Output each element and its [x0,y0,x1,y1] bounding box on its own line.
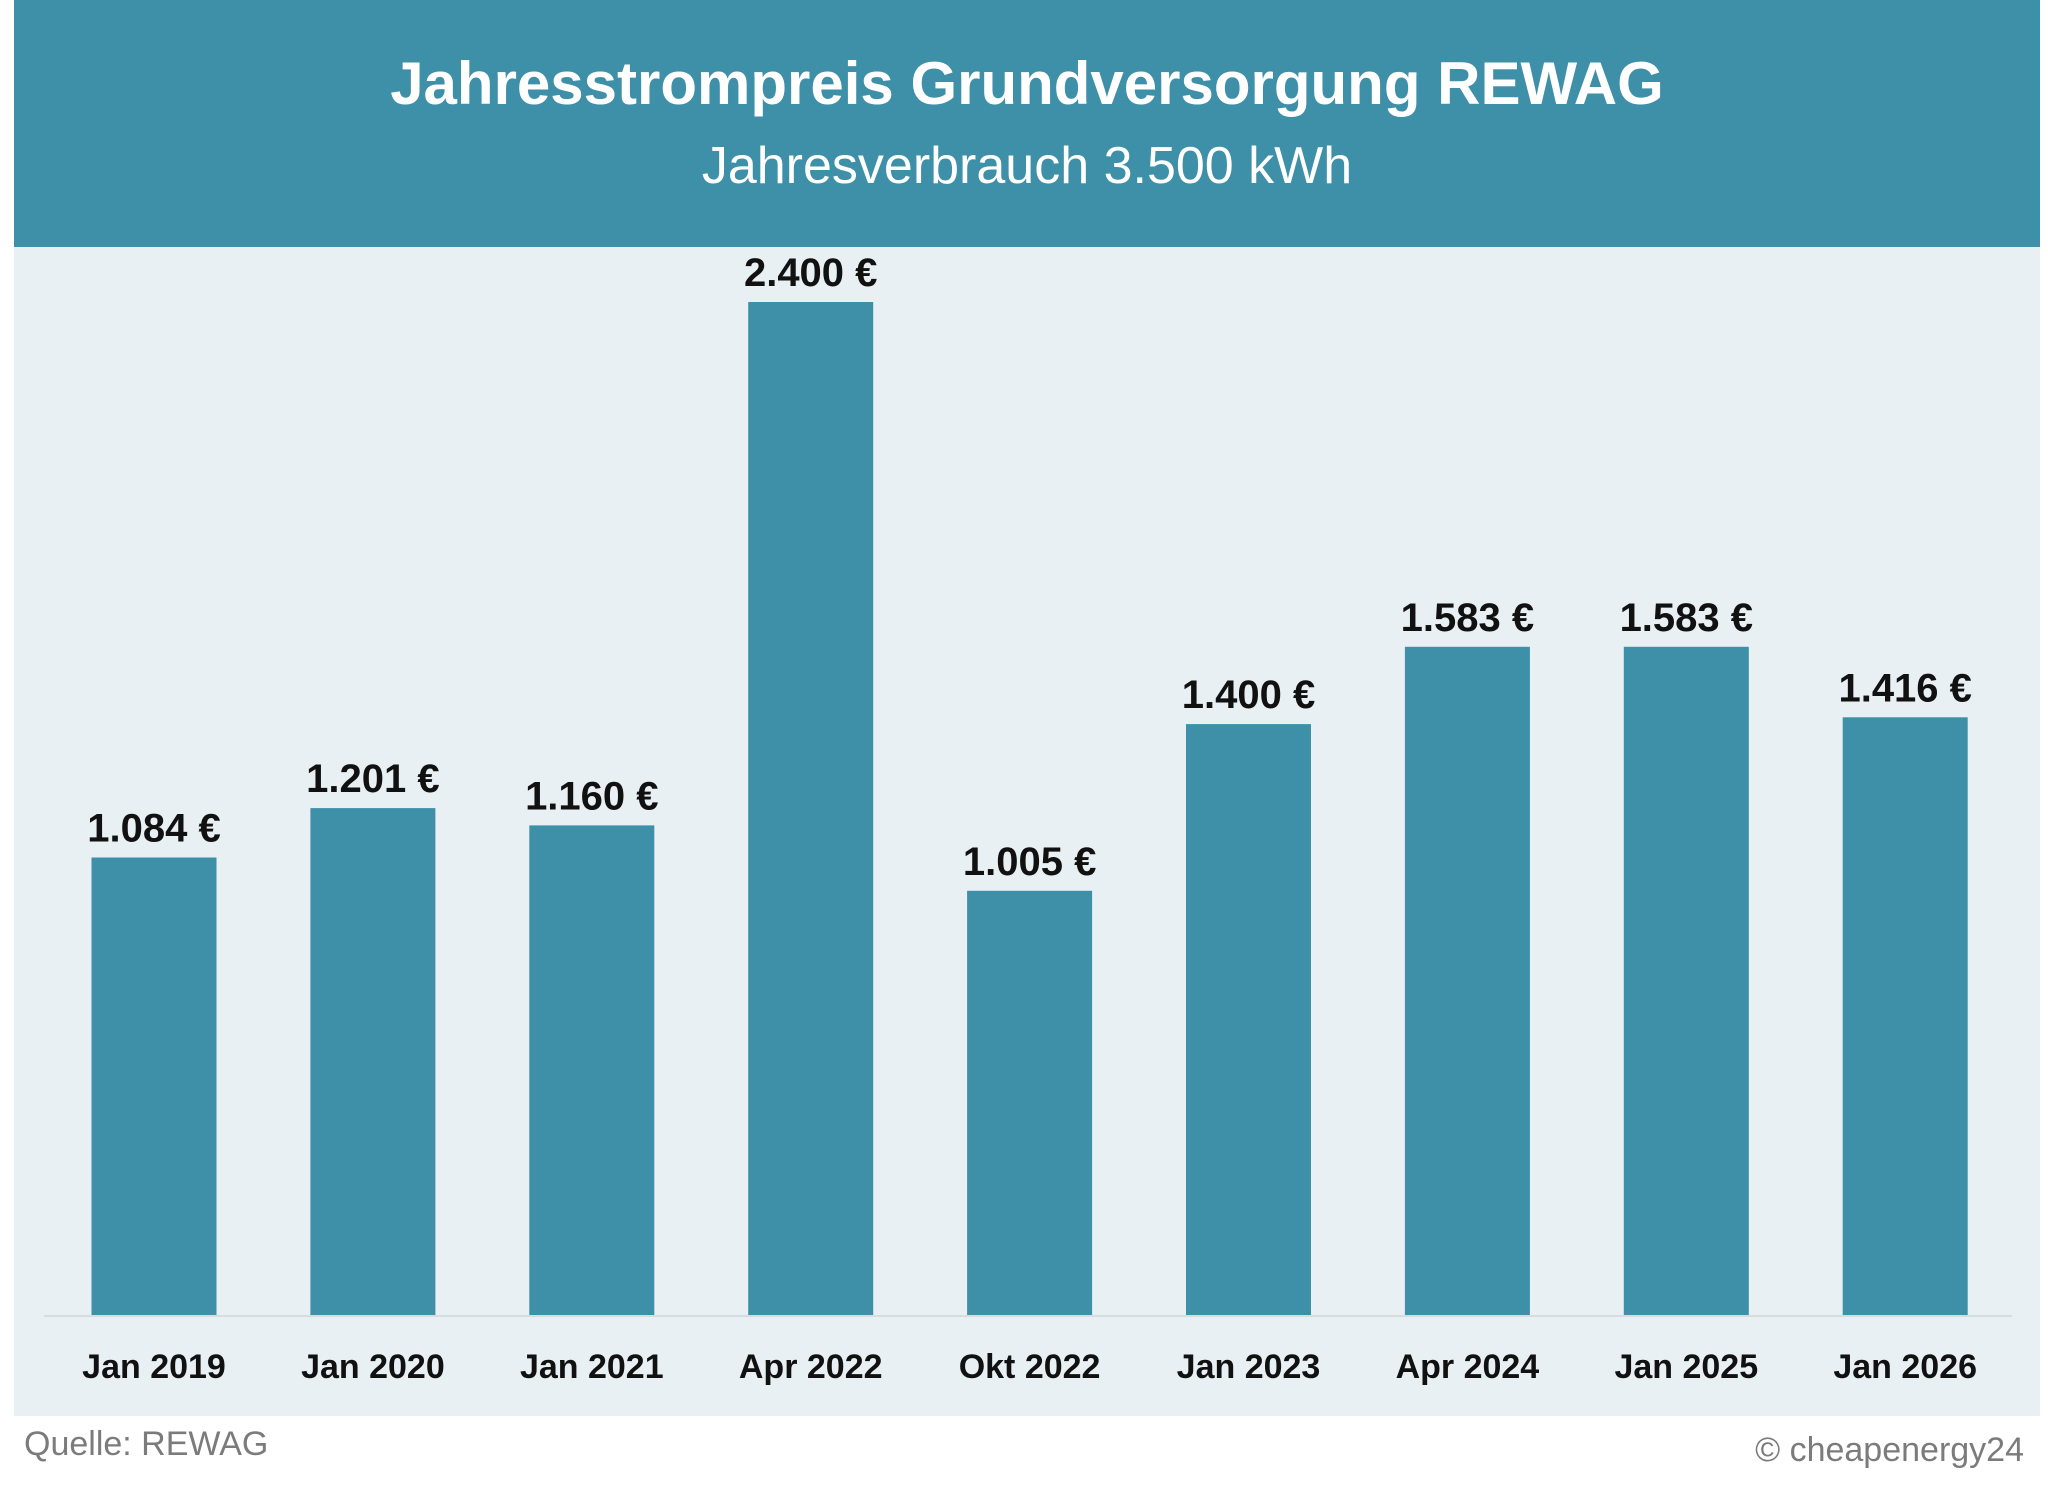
x-tick-label-1: Jan 2020 [301,1348,445,1386]
data-label-3: 2.400 € [744,251,877,295]
copyright-note: © cheapenergy24 [1755,1431,2024,1469]
x-tick-label-7: Jan 2025 [1614,1348,1758,1386]
chart-subtitle: Jahresverbrauch 3.500 kWh [701,137,1353,195]
data-label-4: 1.005 € [963,840,1096,884]
bar-7 [1623,646,1749,1315]
bar-8 [1842,717,1968,1315]
x-tick-label-0: Jan 2019 [82,1348,226,1386]
chart-title: Jahresstrompreis Grundversorgung REWAG [390,50,1664,117]
x-tick-label-5: Jan 2023 [1177,1348,1321,1386]
bar-2 [529,825,655,1315]
data-label-1: 1.201 € [306,757,439,801]
x-tick-label-3: Apr 2022 [739,1348,883,1386]
bar-4 [967,890,1093,1315]
bar-1 [310,808,436,1315]
data-label-7: 1.583 € [1620,596,1753,640]
bar-6 [1404,646,1530,1315]
bar-0 [91,857,217,1315]
bar-3 [748,302,874,1315]
x-tick-label-6: Apr 2024 [1396,1348,1540,1386]
x-tick-label-8: Jan 2026 [1833,1348,1977,1386]
chart-header: Jahresstrompreis Grundversorgung REWAG J… [14,0,2040,247]
bar-5 [1186,724,1311,1315]
data-label-6: 1.583 € [1401,596,1534,640]
data-label-8: 1.416 € [1838,666,1971,710]
x-tick-label-2: Jan 2021 [520,1348,664,1386]
data-label-5: 1.400 € [1182,673,1315,717]
data-label-2: 1.160 € [525,774,658,818]
x-tick-label-4: Okt 2022 [959,1348,1101,1386]
data-label-0: 1.084 € [87,807,220,851]
source-note: Quelle: REWAG [24,1425,269,1463]
